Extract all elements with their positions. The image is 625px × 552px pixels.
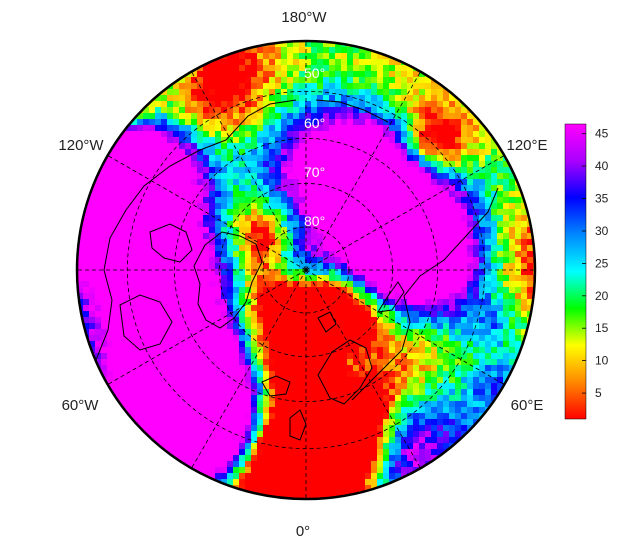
graticule xyxy=(77,41,535,499)
colorbar-tick-label: 30 xyxy=(595,224,609,238)
lat-label-70: 70° xyxy=(304,164,325,180)
greenland-coastline xyxy=(193,231,263,329)
data-field-raster xyxy=(77,41,535,499)
lon-label-60w: 60°W xyxy=(62,397,100,414)
colorbar-tick-label: 10 xyxy=(595,354,609,368)
map-boundary xyxy=(75,39,537,501)
colorbar-gradient xyxy=(564,123,587,420)
colorbar-tick-label: 25 xyxy=(595,256,609,270)
meridian-210 xyxy=(191,71,307,271)
novaya-zemlya-coastline xyxy=(377,281,405,313)
canadian-archipelago-coastline xyxy=(149,223,193,263)
alaska-coastline xyxy=(225,99,297,141)
eurasia-coastline xyxy=(351,187,499,401)
chukotka-coastline xyxy=(315,99,389,123)
meridian-60 xyxy=(305,269,505,385)
colorbar-tick-label: 35 xyxy=(595,192,609,206)
iceland-coastline xyxy=(261,375,291,397)
colorbar-tick-label: 40 xyxy=(595,159,609,173)
colorbar-tick-label: 5 xyxy=(595,386,602,400)
meridian-330 xyxy=(191,269,307,469)
meridian-120 xyxy=(305,155,505,271)
north-america-coastline xyxy=(95,139,227,361)
meridian-30 xyxy=(305,269,421,469)
colorbar-ticks: 5 10 15 20 25 30 35 40 45 xyxy=(582,127,609,400)
colorbar-tick-label: 20 xyxy=(595,289,609,303)
meridian-150 xyxy=(305,71,421,271)
lat-label-50: 50° xyxy=(304,65,325,81)
lon-label-180w: 180°W xyxy=(281,9,327,26)
lat-label-80: 80° xyxy=(304,213,325,229)
lon-label-0: 0° xyxy=(296,523,310,540)
colorbar-tick-label: 15 xyxy=(595,321,609,335)
parallel-60 xyxy=(173,137,439,403)
colorbar: 5 10 15 20 25 30 35 40 45 xyxy=(564,123,609,420)
lon-label-120e: 120°E xyxy=(506,137,547,154)
lon-label-60e: 60°E xyxy=(511,397,544,414)
latitude-labels: 50° 60° 70° 80° xyxy=(304,65,325,229)
lat-label-60: 60° xyxy=(304,115,325,131)
hudson-bay-coastline xyxy=(119,294,173,351)
british-isles-coastline xyxy=(289,409,307,441)
coastlines xyxy=(95,99,499,441)
svalbard-coastline xyxy=(317,311,337,333)
meridian-300 xyxy=(107,269,307,385)
scandinavia-coastline xyxy=(317,339,373,405)
longitude-labels: 180°W 120°W 120°E 60°W 60°E 0° xyxy=(58,9,547,540)
colorbar-tick-label: 45 xyxy=(595,127,609,141)
lon-label-120w: 120°W xyxy=(58,137,104,154)
meridian-240 xyxy=(107,155,307,271)
